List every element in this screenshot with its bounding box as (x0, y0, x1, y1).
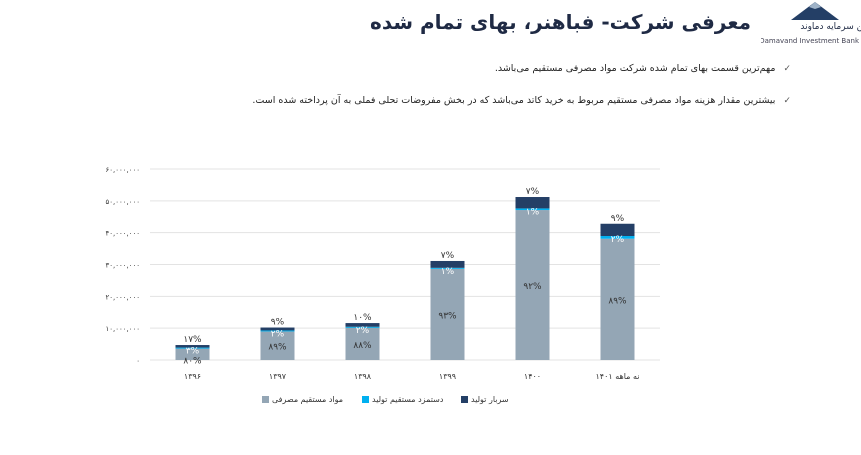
x-tick-label: ۱۳۹۹ (439, 372, 456, 381)
bullet-text: بیشترین مقدار هزینه مواد مصرفی مستقیم مر… (252, 95, 776, 106)
data-label: ۹% (611, 214, 625, 224)
legend-label: دستمزد مستقیم تولید (372, 395, 444, 404)
y-tick-label: ۳۰,۰۰۰,۰۰۰ (105, 262, 140, 270)
y-tick-label: ۴۰,۰۰۰,۰۰۰ (105, 230, 140, 238)
data-label: ۱% (526, 207, 540, 217)
legend-label: سربار تولید (471, 395, 509, 404)
data-label: ۷% (441, 251, 455, 261)
data-label: ۲% (356, 326, 370, 336)
check-icon: ✓ (783, 64, 791, 74)
data-label: ۲% (271, 329, 285, 339)
bar-segment (600, 223, 635, 237)
bullet-1: ✓ مهم‌ترین قسمت بهای تمام شده شرکت مواد م… (495, 63, 791, 74)
y-tick-label: ۵۰,۰۰۰,۰۰۰ (105, 198, 140, 206)
bar-segment (515, 208, 550, 211)
check-icon: ✓ (783, 96, 791, 106)
data-label: ۹۲% (523, 282, 542, 292)
data-label: ۸۸% (353, 341, 372, 351)
data-label: ۱۰% (353, 313, 372, 323)
x-tick-label: ۱۳۹۶ (184, 372, 201, 381)
data-label: ۸۹% (268, 343, 287, 353)
y-tick-label: ۲۰,۰۰۰,۰۰۰ (105, 293, 140, 301)
data-label: ۷% (526, 187, 540, 197)
y-tick-label: ۰ (136, 357, 140, 365)
x-tick-label: نه ماهه ۱۴۰۱ (595, 372, 639, 381)
y-tick-label: ۱۰,۰۰۰,۰۰۰ (105, 325, 140, 333)
bar-segment (175, 345, 210, 348)
bar-segment (600, 236, 635, 239)
bar-segment (345, 326, 380, 328)
page-title: معرفی شرکت- فباهنر، بهای تمام شده (370, 10, 751, 34)
bar-segment (260, 331, 295, 360)
x-tick-label: ۱۳۹۷ (269, 372, 287, 381)
data-label: ۱۷% (183, 335, 202, 345)
bar-segment (600, 238, 635, 360)
x-tick-label: ۱۴۰۰ (524, 372, 541, 381)
bar-segment (430, 267, 465, 269)
bar-segment (515, 210, 550, 360)
bar-segment (260, 330, 295, 332)
bar-segment (175, 348, 210, 360)
data-label: ۸۰% (183, 357, 202, 367)
data-label: ۹% (271, 318, 285, 328)
bar-segment (260, 327, 295, 331)
logo-en: Damavand Investment Bank (761, 37, 859, 45)
bullet-2: ✓ بیشترین مقدار هزینه مواد مصرفی مستقیم م… (252, 95, 791, 106)
legend-swatch (362, 396, 369, 403)
data-label: ۲% (611, 235, 625, 245)
bar-segment (430, 268, 465, 360)
bar-segment (515, 197, 550, 209)
bar-segment (175, 347, 210, 349)
mountain-icon (791, 2, 839, 20)
legend-label: مواد مستقیم مصرفی (272, 395, 343, 404)
data-label: ۹۳% (438, 311, 457, 321)
legend-swatch (461, 396, 468, 403)
data-label: ۳% (186, 347, 200, 357)
data-label: ۸۹% (608, 296, 627, 306)
logo: مین سرمایه دماوند Damavand Investment Ba… (761, 0, 861, 50)
logo-name: مین سرمایه دماوند (800, 22, 861, 32)
data-label: ۱% (441, 267, 455, 277)
bar-segment (345, 323, 380, 327)
bar-segment (345, 327, 380, 360)
legend-swatch (262, 396, 269, 403)
y-tick-label: ۶۰,۰۰۰,۰۰۰ (105, 166, 140, 174)
x-tick-label: ۱۳۹۸ (354, 372, 372, 381)
bar-segment (430, 260, 465, 268)
bullet-text: مهم‌ترین قسمت بهای تمام شده شرکت مواد مص… (494, 63, 776, 74)
